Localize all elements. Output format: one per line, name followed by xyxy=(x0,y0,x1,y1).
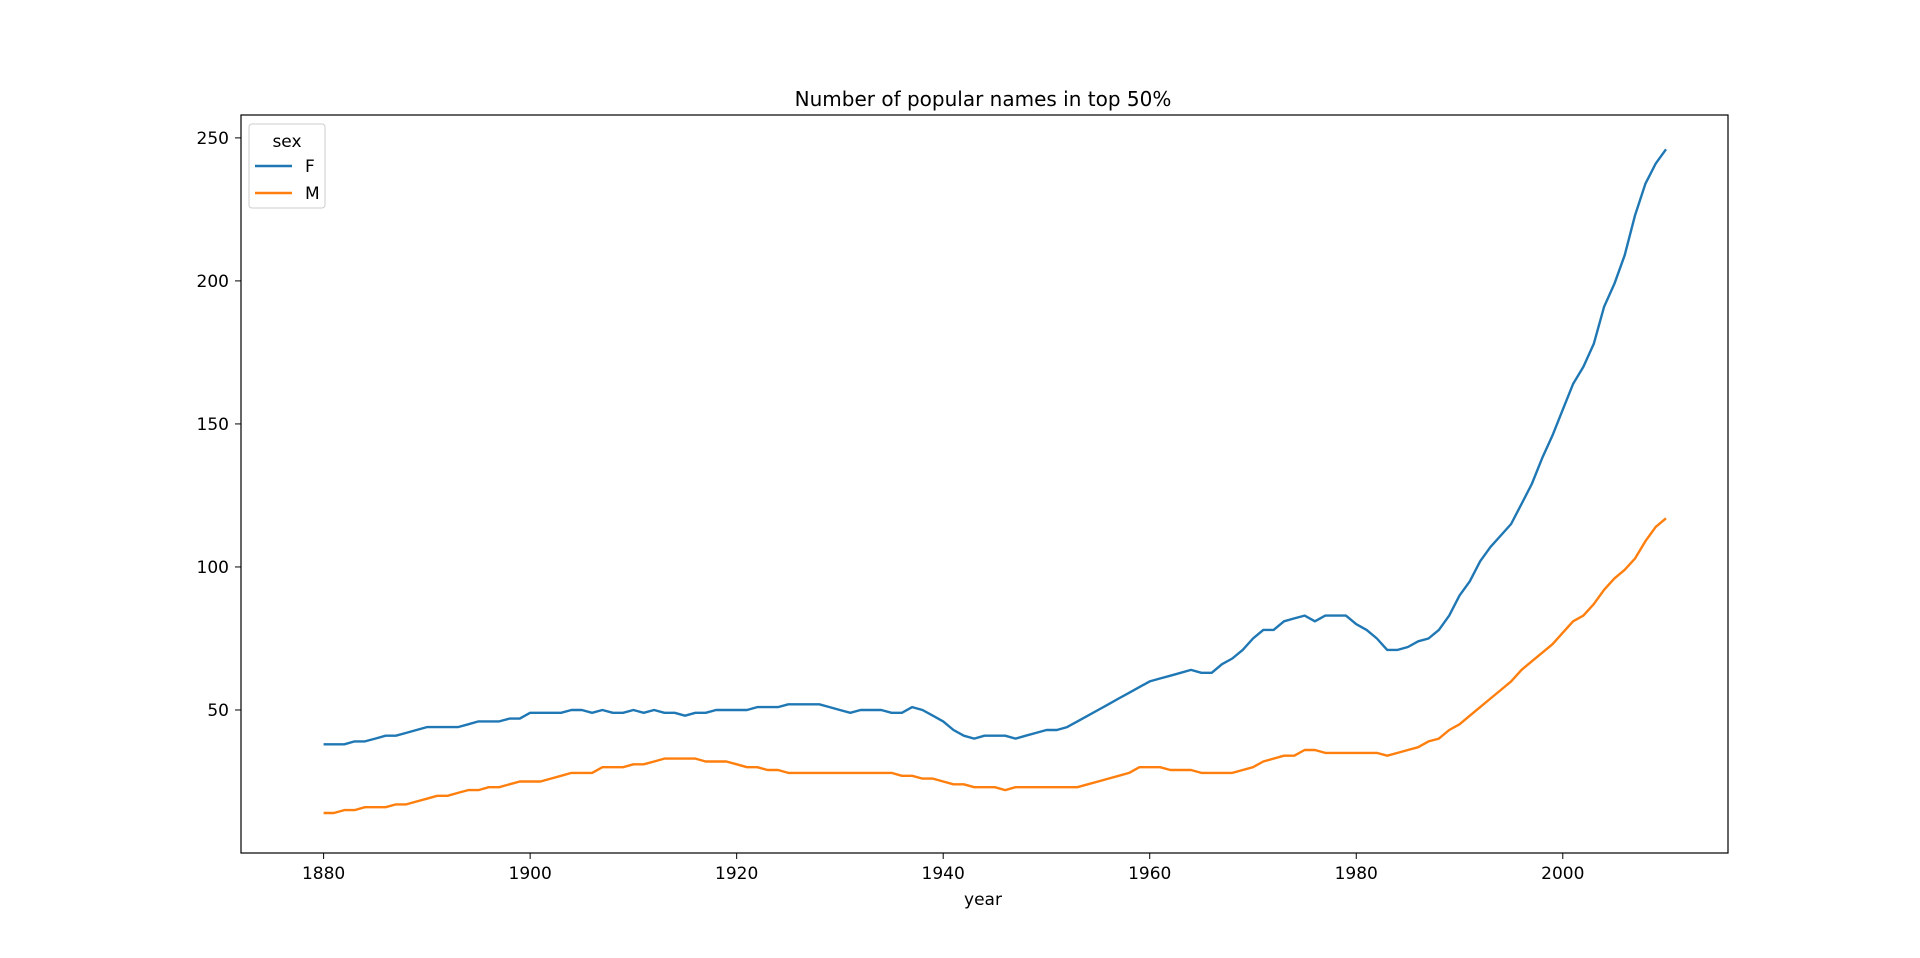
y-tick-label: 200 xyxy=(197,272,229,292)
legend-label-m: M xyxy=(305,184,320,204)
legend-label-f: F xyxy=(305,157,315,177)
axes-frame xyxy=(240,114,1729,854)
x-tick-label: 1920 xyxy=(715,864,758,884)
y-axis: 50 100 150 200 250 xyxy=(197,129,241,721)
x-tick-label: 1940 xyxy=(922,864,965,884)
y-tick-label: 100 xyxy=(197,558,229,578)
y-tick-label: 50 xyxy=(207,701,229,721)
legend-title: sex xyxy=(272,132,301,152)
y-tick-label: 250 xyxy=(197,129,229,149)
x-tick-label: 1900 xyxy=(509,864,552,884)
chart-title: Number of popular names in top 50% xyxy=(795,87,1172,111)
x-tick-label: 2000 xyxy=(1541,864,1584,884)
x-tick-label: 1880 xyxy=(302,864,345,884)
x-tick-label: 1960 xyxy=(1128,864,1171,884)
x-axis-label: year xyxy=(964,890,1002,910)
y-tick-label: 150 xyxy=(197,415,229,435)
series-line-m xyxy=(323,517,1667,815)
x-axis: 1880 1900 1920 1940 1960 1980 2000 xyxy=(302,853,1584,884)
x-tick-label: 1980 xyxy=(1335,864,1378,884)
plot-area xyxy=(323,148,1667,815)
series-line-f xyxy=(323,148,1667,746)
